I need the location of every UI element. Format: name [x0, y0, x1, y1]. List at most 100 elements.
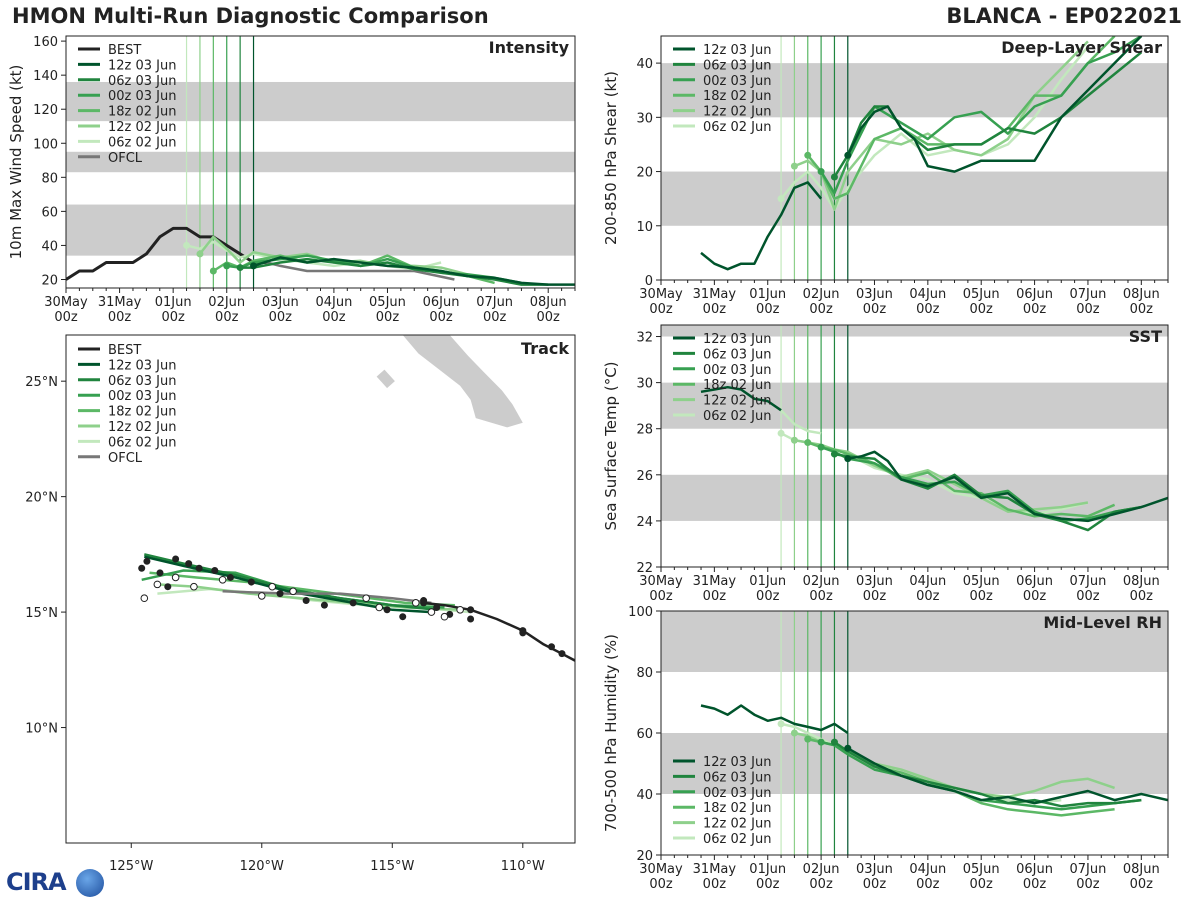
y-tick-label: 100	[33, 137, 58, 152]
y-tick-label: 24	[636, 515, 653, 530]
y-tick-label: 120	[33, 103, 58, 118]
intensity-legend-label: 12z 02 Jun	[108, 120, 177, 135]
x-tick-sublabel: 00z	[376, 310, 400, 325]
y-tick-label: 32	[636, 331, 653, 346]
x-tick-label: 01Jun	[749, 287, 786, 302]
run-init-marker	[844, 455, 852, 463]
position-marker-filled	[172, 555, 180, 563]
globe-icon	[76, 869, 104, 897]
x-tick-label: 30May	[639, 862, 683, 877]
x-tick-sublabel: 00z	[756, 877, 780, 892]
x-tick-label: 08Jun	[1123, 287, 1160, 302]
x-tick-label: 110°W	[501, 859, 545, 874]
x-tick-label: 31May	[693, 287, 737, 302]
run-init-marker	[830, 738, 838, 746]
y-tick-label: 80	[41, 171, 58, 186]
y-tick-label: 20°N	[25, 491, 58, 506]
position-marker-filled	[420, 597, 428, 605]
x-tick-sublabel: 00z	[916, 302, 940, 317]
run-init-marker	[236, 264, 244, 272]
position-marker-open	[257, 592, 266, 600]
x-tick-sublabel: 00z	[863, 589, 887, 604]
threshold-band	[66, 151, 575, 173]
run-line-06z-03-jun	[833, 741, 1142, 808]
x-tick-sublabel: 00z	[970, 302, 994, 317]
run-init-marker	[817, 168, 825, 176]
sst-legend-label: 06z 02 Jun	[703, 409, 772, 424]
x-tick-label: 08Jun	[1123, 862, 1160, 877]
x-tick-label: 06Jun	[1016, 862, 1053, 877]
y-tick-label: 40	[636, 788, 653, 803]
y-tick-label: 40	[41, 239, 58, 254]
x-tick-label: 08Jun	[1123, 574, 1160, 589]
x-tick-label: 08Jun	[530, 295, 567, 310]
y-tick-label: 60	[41, 205, 58, 220]
track-run-12z-03-jun	[144, 555, 432, 614]
y-tick-label: 20	[636, 166, 653, 181]
rh-legend-label: 00z 03 Jun	[703, 786, 772, 801]
ofcl-track-line	[222, 590, 432, 605]
sst-legend-label: 12z 03 Jun	[703, 332, 772, 347]
x-tick-label: 01Jun	[749, 574, 786, 589]
x-tick-sublabel: 00z	[863, 302, 887, 317]
run-init-marker	[790, 436, 798, 444]
y-axis-label: 200-850 hPa Shear (kt)	[602, 71, 620, 245]
x-tick-label: 03Jun	[262, 295, 299, 310]
position-marker-filled	[185, 560, 193, 568]
x-tick-sublabel: 00z	[809, 589, 833, 604]
y-tick-label: 160	[33, 35, 58, 50]
run-line-06z-03-jun	[833, 51, 1143, 178]
position-marker-filled	[399, 613, 407, 621]
x-tick-sublabel: 00z	[1076, 877, 1100, 892]
y-axis-label: 10m Max Wind Speed (kt)	[7, 65, 25, 260]
x-tick-label: 01Jun	[155, 295, 192, 310]
run-init-marker	[790, 729, 798, 737]
track-panel: 125°W 120°W 115°W 110°W 10°N 15°N 20°N 25°N Trac…	[25, 334, 576, 874]
run-init-marker	[804, 735, 812, 743]
x-tick-label: 03Jun	[856, 862, 893, 877]
track-legend-label: 12z 03 Jun	[108, 358, 177, 373]
position-marker-open	[140, 594, 149, 603]
panel-title: Intensity	[489, 38, 570, 57]
x-tick-sublabel: 00z	[1130, 589, 1154, 604]
run-line-12z-03-jun	[253, 256, 575, 286]
position-marker-filled	[433, 603, 441, 611]
track-plot-area	[138, 335, 575, 662]
x-tick-label: 05Jun	[963, 574, 1000, 589]
run-line-06z-02-jun	[780, 46, 1089, 211]
rh-legend-label: 12z 03 Jun	[703, 755, 772, 770]
run-line-00z-03-jun	[820, 36, 1142, 195]
x-tick-label: 01Jun	[749, 862, 786, 877]
shear-legend-label: 06z 03 Jun	[703, 58, 772, 73]
y-tick-label: 15°N	[25, 606, 58, 621]
y-tick-label: 40	[636, 57, 653, 72]
x-tick-sublabel: 00z	[809, 302, 833, 317]
run-init-marker	[196, 250, 204, 258]
x-tick-sublabel: 00z	[809, 877, 833, 892]
x-tick-label: 05Jun	[369, 295, 406, 310]
x-tick-label: 125°W	[109, 859, 153, 874]
rh-legend-label: 06z 03 Jun	[703, 770, 772, 785]
run-init-marker	[844, 151, 852, 159]
shear-plot-area	[661, 36, 1168, 280]
run-init-marker	[804, 151, 812, 159]
x-tick-label: 31May	[98, 295, 142, 310]
run-init-marker	[777, 720, 785, 728]
intensity-legend-label: 12z 03 Jun	[108, 58, 177, 73]
x-tick-label: 06Jun	[1016, 574, 1053, 589]
shear-panel: 30May00z31May00z01Jun00z02Jun00z03Jun00z…	[602, 35, 1169, 317]
x-tick-sublabel: 00z	[703, 302, 727, 317]
track-legend-label: BEST	[108, 343, 141, 358]
best-track-marker	[467, 606, 475, 614]
y-tick-label: 0	[645, 274, 653, 289]
position-marker-open	[427, 608, 436, 616]
x-tick-label: 31May	[693, 862, 737, 877]
run-init-marker	[830, 173, 838, 181]
x-tick-label: 04Jun	[315, 295, 352, 310]
x-tick-sublabel: 00z	[756, 302, 780, 317]
x-tick-sublabel: 00z	[161, 310, 185, 325]
x-tick-sublabel: 00z	[970, 589, 994, 604]
sst-legend-label: 06z 03 Jun	[703, 347, 772, 362]
position-marker-filled	[349, 599, 357, 607]
